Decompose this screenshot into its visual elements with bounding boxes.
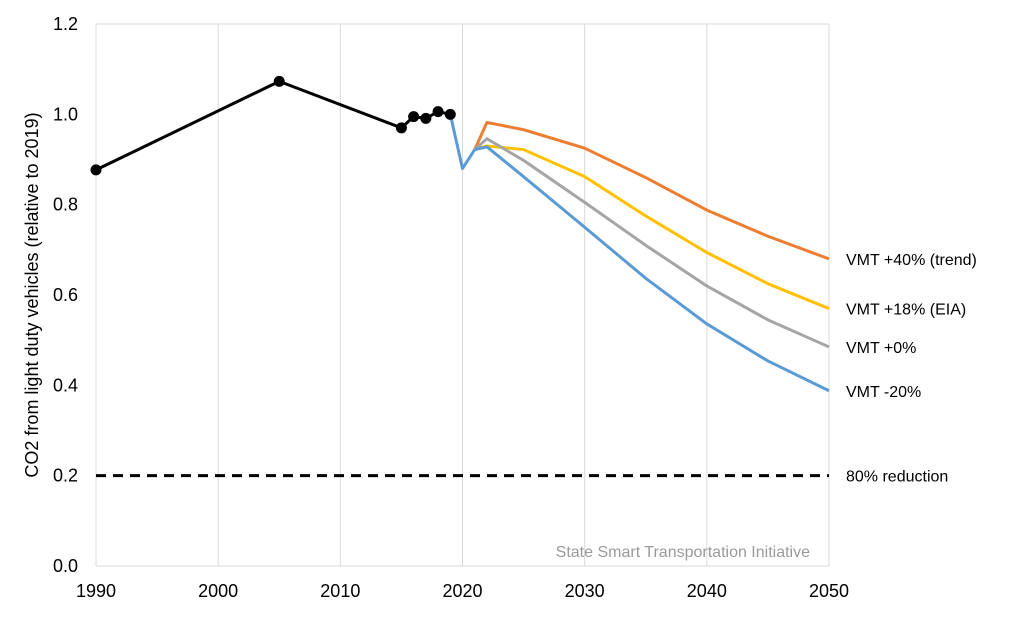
series-line: [473, 137, 830, 349]
historical-point: [90, 164, 102, 176]
y-tick-label: 0.6: [53, 285, 78, 305]
historical-point: [395, 122, 407, 134]
x-tick-label: 2040: [687, 581, 727, 601]
y-tick-label: 0.8: [53, 195, 78, 215]
y-tick-label: 0.4: [53, 375, 78, 395]
x-tick-label: 2030: [565, 581, 605, 601]
covid-drop-line: [448, 114, 476, 171]
series-line: [474, 144, 830, 310]
x-tick-label: 2050: [809, 581, 849, 601]
grid-layer: [95, 24, 830, 566]
historical-point: [273, 75, 285, 87]
y-tick-label: 0.0: [53, 556, 78, 576]
series-line: [473, 120, 830, 261]
watermark-text: State Smart Transportation Initiative: [556, 544, 810, 561]
axes-layer: [96, 23, 829, 567]
historical-point: [432, 106, 444, 118]
series-label: VMT +0%: [846, 340, 916, 357]
series-label: VMT +40% (trend): [846, 252, 977, 269]
x-tick-label: 2000: [198, 581, 238, 601]
x-tick-label: 1990: [76, 581, 116, 601]
labels-layer: 80% reduction VMT +40% (trend) VMT +18% (E…: [846, 252, 977, 486]
series-line: [474, 145, 830, 393]
ticks-layer: 1990 2000 2010 2020 2030 2040 2050 0.0 0.2 0.4 0.6…: [53, 14, 849, 601]
series-label: VMT +18% (EIA): [846, 302, 966, 319]
y-tick-label: 1.2: [53, 14, 78, 34]
y-axis-title: CO2 from light duty vehicles (relative t…: [22, 112, 42, 477]
series-label: VMT -20%: [846, 384, 921, 401]
historical-point: [408, 111, 420, 123]
x-tick-label: 2020: [442, 581, 482, 601]
y-tick-label: 1.0: [53, 104, 78, 124]
y-tick-label: 0.2: [53, 466, 78, 486]
target-label: 80% reduction: [846, 469, 948, 486]
series-layer: [90, 75, 830, 393]
historical-point: [420, 112, 432, 124]
x-tick-label: 2010: [320, 581, 360, 601]
historical-point: [444, 108, 456, 120]
